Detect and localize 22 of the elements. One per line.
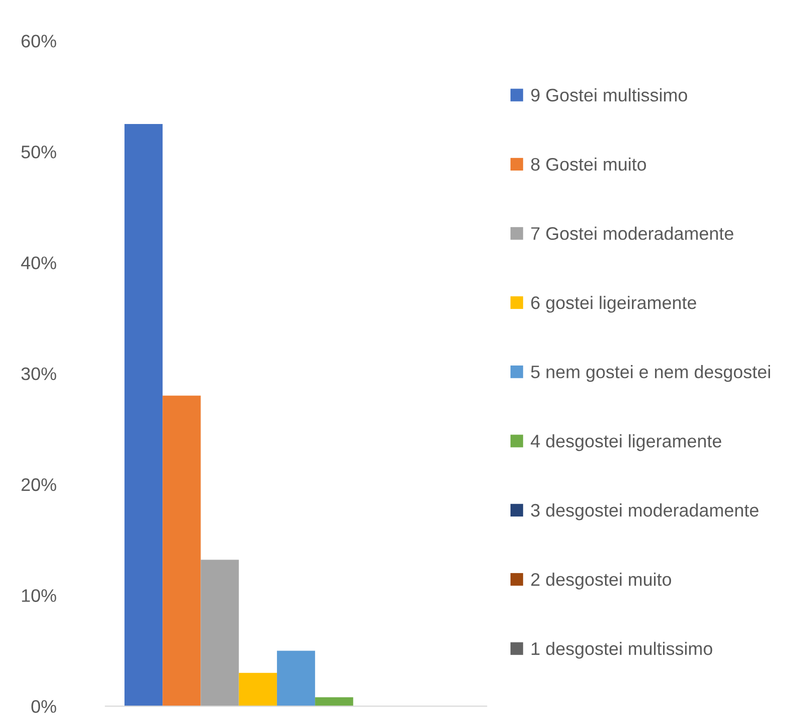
y-tick-label: 0% (31, 700, 56, 713)
legend-label: 7 Gostei moderadamente (531, 226, 734, 240)
legend-label: 5 nem gostei e nem desgostei (531, 365, 770, 382)
y-tick-label: 20% (22, 478, 56, 492)
legend-label: 2 desgostei muito (531, 572, 672, 590)
bar (124, 124, 163, 706)
bar (200, 560, 239, 706)
bar (238, 672, 277, 706)
y-tick-label: 40% (21, 256, 56, 270)
legend-label: 6 gostei ligeiramente (531, 296, 696, 313)
legend-label: 4 desgostei ligeramente (530, 434, 722, 452)
y-tick-label: 10% (22, 589, 56, 602)
legend-label: 3 desgostei moderadamente (531, 503, 758, 520)
y-tick-label: 30% (21, 367, 56, 380)
legend-label: 8 Gostei muito (531, 157, 646, 171)
y-tick-label: 60% (22, 34, 56, 48)
y-tick-label: 50% (21, 146, 56, 158)
legend-label: 9 Gostei multissimo (531, 88, 688, 102)
bar (162, 396, 201, 706)
legend-label: 1 desgostei multissimo (532, 642, 712, 659)
bar (276, 650, 316, 706)
bar (315, 697, 354, 706)
